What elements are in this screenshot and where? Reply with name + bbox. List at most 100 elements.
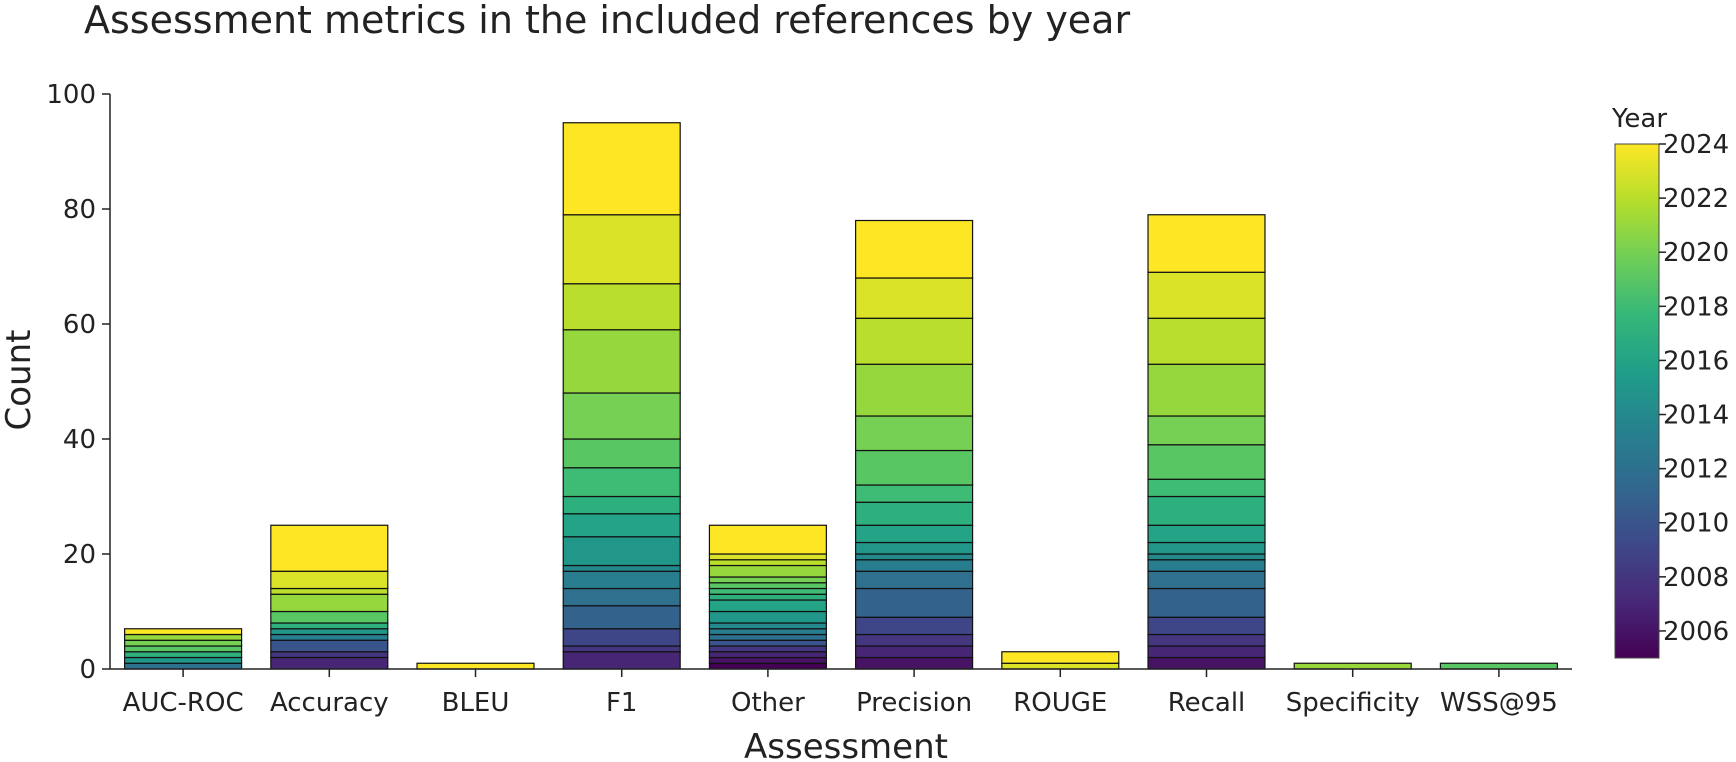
bar-stack xyxy=(562,122,681,670)
bar-stack xyxy=(1293,662,1412,670)
bar-segment xyxy=(1147,271,1266,319)
colorbar-tick-label: 2018 xyxy=(1663,292,1729,322)
bar-segment xyxy=(1001,662,1120,670)
bar-segment xyxy=(708,593,827,601)
bar-stack xyxy=(708,524,827,670)
bar-segment xyxy=(1147,541,1266,555)
bar-segment xyxy=(1147,559,1266,572)
x-axis-title: Assessment xyxy=(744,727,948,762)
bar-segment xyxy=(270,610,389,624)
bar-segment xyxy=(270,656,389,670)
bar-stack xyxy=(270,524,389,670)
bar-segment xyxy=(708,576,827,584)
bar-segment xyxy=(708,633,827,641)
chart-title: Assessment metrics in the included refer… xyxy=(84,0,1130,42)
y-tick-label: 80 xyxy=(63,195,96,225)
bar-segment xyxy=(562,467,681,498)
bar-segment xyxy=(562,438,681,469)
bar-stack xyxy=(1147,214,1266,670)
bar-segment xyxy=(1293,662,1412,670)
bar-segment xyxy=(708,599,827,613)
bar-segment xyxy=(708,587,827,595)
bar-segment xyxy=(708,628,827,636)
colorbar-tick-label: 2022 xyxy=(1663,184,1729,214)
bar-segment xyxy=(1147,317,1266,365)
bar-segment xyxy=(1147,633,1266,647)
bar-segment xyxy=(562,122,681,216)
y-axis-title: Count xyxy=(0,330,39,431)
bar-segment xyxy=(1147,524,1266,544)
bar-segment xyxy=(708,610,827,624)
bar-stack xyxy=(1001,651,1120,670)
bar-segment xyxy=(124,645,243,653)
bar-stack xyxy=(416,662,535,670)
bar-segment xyxy=(562,587,681,607)
colorbar-gradient xyxy=(1614,143,1660,659)
y-tick-label: 0 xyxy=(79,655,96,685)
bar-segment xyxy=(1147,444,1266,480)
bar-segment xyxy=(855,363,974,417)
bar-segment xyxy=(1147,415,1266,446)
colorbar-tick-label: 2008 xyxy=(1663,563,1729,593)
bar-segment xyxy=(855,219,974,279)
bar-segment xyxy=(855,587,974,618)
x-tick-label: WSS@95 xyxy=(1440,688,1558,718)
x-tick-label: F1 xyxy=(606,688,638,718)
bar-segment xyxy=(708,553,827,561)
y-tick-label: 40 xyxy=(63,425,96,455)
bar-segment xyxy=(1147,363,1266,417)
bar-segment xyxy=(708,656,827,664)
bar-segment xyxy=(124,628,243,636)
bar-segment xyxy=(124,656,243,664)
bar-segment xyxy=(562,570,681,590)
bar-segment xyxy=(562,628,681,647)
bar-segment xyxy=(855,415,974,452)
bar-segment xyxy=(708,622,827,630)
bar-segment xyxy=(1001,651,1120,664)
bar-segment xyxy=(562,513,681,538)
y-tick-label: 100 xyxy=(46,80,96,110)
bar-stack xyxy=(124,628,243,670)
bar-segment xyxy=(1147,616,1266,636)
bar-segment xyxy=(1439,662,1558,670)
bar-segment xyxy=(855,553,974,561)
bar-segment xyxy=(562,564,681,572)
colorbar-tick-label: 2024 xyxy=(1663,130,1729,160)
bar-segment xyxy=(708,559,827,567)
bar-segment xyxy=(562,651,681,670)
bar-segment xyxy=(1147,214,1266,273)
bar-segment xyxy=(855,449,974,486)
bar-segment xyxy=(562,392,681,440)
bar-segment xyxy=(562,536,681,567)
bar-segment xyxy=(708,645,827,653)
bar-segment xyxy=(855,484,974,503)
bar-segment xyxy=(124,633,243,641)
x-tick-label: Precision xyxy=(856,688,972,718)
bar-segment xyxy=(270,633,389,641)
bar-segment xyxy=(708,662,827,670)
bar-segment xyxy=(708,651,827,659)
bar-segment xyxy=(855,541,974,555)
colorbar-tick-label: 2014 xyxy=(1663,401,1729,431)
x-tick-label: BLEU xyxy=(442,688,510,718)
bar-segment xyxy=(855,633,974,647)
bar-segment xyxy=(1147,553,1266,561)
bar-segment xyxy=(270,628,389,636)
colorbar-tick-label: 2006 xyxy=(1663,617,1729,647)
bar-segment xyxy=(855,656,974,670)
bar-segment xyxy=(562,329,681,394)
bar-segment xyxy=(1147,587,1266,618)
bar-segment xyxy=(270,570,389,590)
bar-segment xyxy=(270,524,389,572)
colorbar: Year 2006 2008 2010 2012 2014 2016 2018 2020 202… xyxy=(1611,104,1729,659)
bar-segment xyxy=(855,501,974,526)
bar-segment xyxy=(562,605,681,630)
bar-segment xyxy=(416,662,535,670)
x-axis: AUC-ROC Accuracy BLEU F1 Other Precision ROUGE… xyxy=(110,668,1572,718)
y-tick-label: 20 xyxy=(63,540,96,570)
bar-segment xyxy=(708,582,827,590)
bar-segment xyxy=(124,662,243,670)
y-tick-label: 60 xyxy=(63,310,96,340)
colorbar-tick-label: 2012 xyxy=(1663,455,1729,485)
